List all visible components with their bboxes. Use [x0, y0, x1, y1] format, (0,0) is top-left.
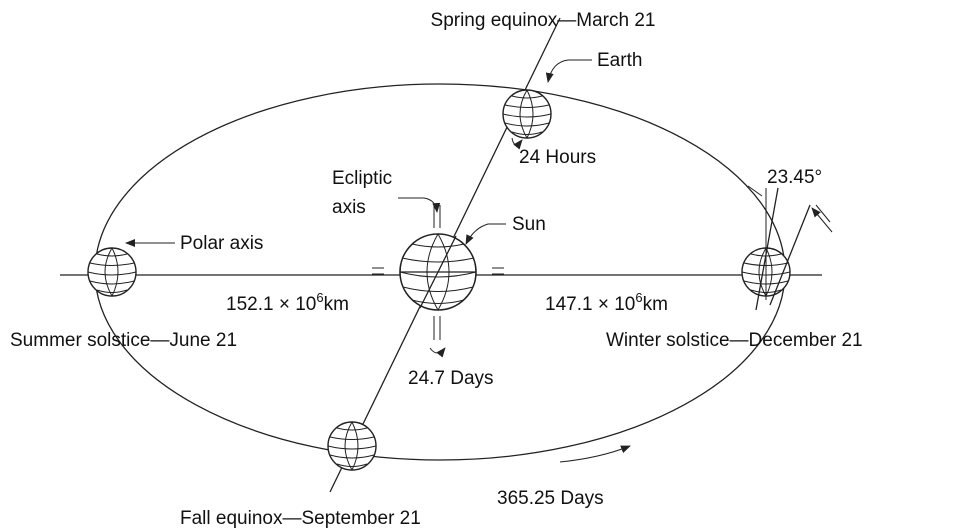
label: Spring equinox—March 21	[431, 10, 656, 31]
label: 24.7 Days	[408, 368, 494, 389]
label: Earth	[597, 50, 642, 71]
label: 365.25 Days	[497, 488, 604, 509]
sun-leader	[465, 223, 506, 245]
label: axis	[332, 197, 366, 218]
label: 23.45°	[767, 167, 822, 188]
earth-summer	[87, 247, 137, 297]
label: Sun	[512, 214, 546, 235]
earth-polar-axis	[755, 187, 779, 311]
label: 152.1 × 10	[226, 294, 316, 315]
sun-rotation-arrow	[429, 347, 446, 358]
earth-fall	[327, 421, 377, 471]
label: 24 Hours	[519, 147, 596, 168]
label: 147.1 × 106km	[545, 290, 668, 315]
ecliptic-axis	[433, 205, 441, 340]
label: Winter solstice—December 21	[606, 330, 863, 351]
earth-spring	[502, 89, 552, 139]
label: Summer solstice—June 21	[10, 330, 237, 351]
earth-rotation-arrow	[511, 137, 523, 150]
earth-leader	[545, 59, 592, 83]
label: Ecliptic	[332, 168, 392, 189]
label: 147.1 × 10	[545, 294, 635, 315]
tilt-marks	[747, 185, 831, 223]
label: km	[643, 294, 668, 315]
sun	[399, 233, 477, 311]
earth-tilted-axis	[769, 204, 811, 306]
label: 6	[316, 290, 323, 305]
tilt-arrow	[811, 207, 833, 233]
orbit-arrow	[559, 445, 631, 463]
label: 6	[635, 290, 642, 305]
label: Polar axis	[180, 233, 263, 254]
label: Fall equinox—September 21	[180, 508, 421, 529]
ecliptic-leader	[398, 197, 441, 213]
label: 152.1 × 106km	[226, 290, 349, 315]
label: km	[324, 294, 349, 315]
distance-marks	[372, 267, 504, 275]
